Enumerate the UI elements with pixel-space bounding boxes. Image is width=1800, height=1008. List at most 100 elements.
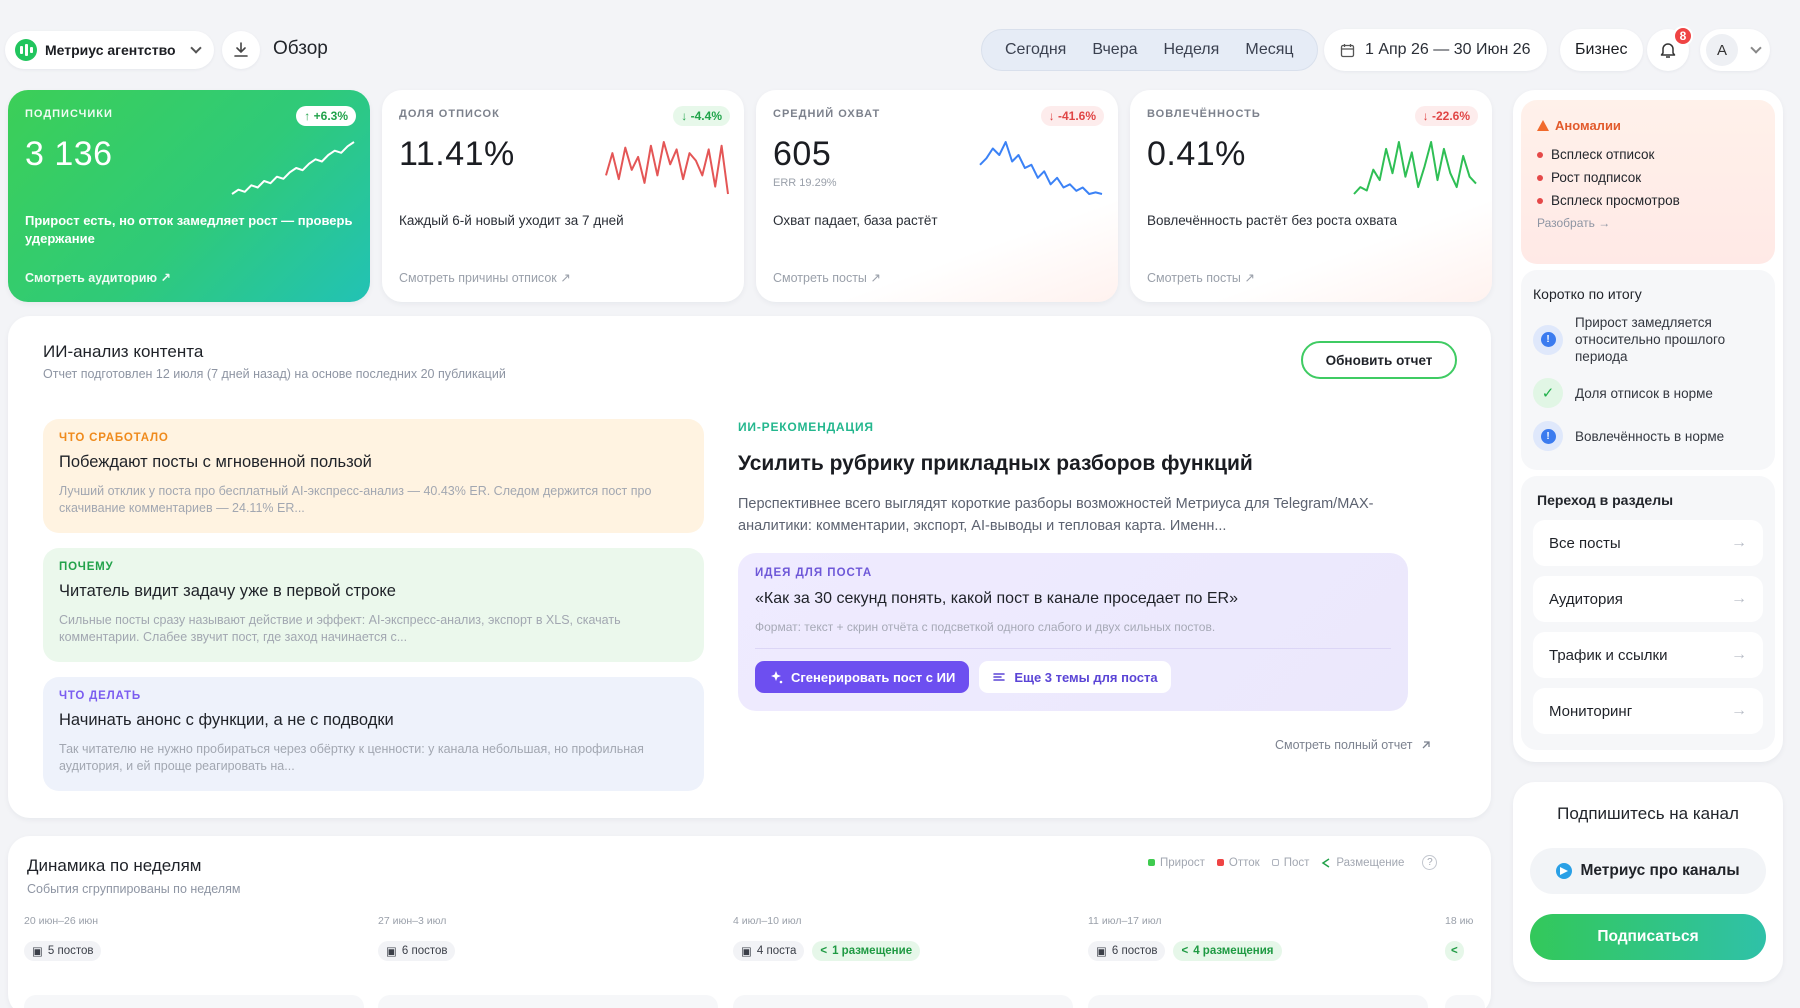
kpi-label: ПОДПИСЧИКИ bbox=[25, 108, 113, 120]
channel-link[interactable]: Метриус про каналы bbox=[1530, 848, 1766, 894]
kpi-link[interactable]: Смотреть причины отписок ↗ bbox=[399, 271, 571, 285]
legend-post: Пост bbox=[1271, 857, 1309, 869]
workspace-switcher[interactable]: Метриус агентство bbox=[5, 31, 214, 69]
kpi-sparkline bbox=[605, 141, 729, 195]
post-idea-format: Формат: текст + скрин отчёта с подсветко… bbox=[755, 620, 1216, 634]
kpi-value: 0.41% bbox=[1147, 135, 1246, 173]
placements-count-chip[interactable]: <4 размещения bbox=[1173, 941, 1282, 961]
week-range: 11 июл–17 июл bbox=[1088, 915, 1162, 927]
insight-tag: ЧТО ДЕЛАТЬ bbox=[59, 690, 141, 702]
ai-analysis-card: ИИ-анализ контента Отчет подготовлен 12 … bbox=[8, 316, 1491, 818]
insight-heading: Начинать анонс с функции, а не с подводк… bbox=[59, 711, 394, 729]
anomalies-title: Аномалии bbox=[1537, 118, 1759, 133]
nav-item-traffic[interactable]: Трафик и ссылки → bbox=[1533, 632, 1763, 678]
kpi-description: Вовлечённость растёт без роста охвата bbox=[1147, 213, 1398, 228]
sparkline-path bbox=[979, 141, 1103, 195]
placements-count-chip[interactable]: <1 размещение bbox=[812, 941, 921, 961]
insight-what-worked[interactable]: ЧТО СРАБОТАЛО Побеждают посты с мгновенн… bbox=[43, 419, 704, 533]
insight-heading: Побеждают посты с мгновенной пользой bbox=[59, 453, 372, 471]
insight-text: Сильные посты сразу называют действие и … bbox=[59, 613, 621, 644]
period-month[interactable]: Месяц bbox=[1245, 41, 1294, 58]
bell-icon bbox=[1660, 43, 1676, 58]
week-range: 20 июн–26 июн bbox=[24, 915, 99, 927]
weekly-dynamics-card: Динамика по неделям События сгруппирован… bbox=[8, 836, 1491, 1008]
kpi-link[interactable]: Смотреть аудиторию ↗ bbox=[25, 271, 172, 285]
download-button[interactable] bbox=[222, 31, 260, 69]
insight-tag: ПОЧЕМУ bbox=[59, 561, 114, 573]
arrow-right-icon: → bbox=[1731, 702, 1747, 719]
kpi-description: Охват падает, база растёт bbox=[773, 213, 938, 228]
period-yesterday[interactable]: Вчера bbox=[1092, 41, 1138, 58]
placements-count-chip[interactable]: < bbox=[1445, 941, 1464, 961]
posts-count-chip[interactable]: ▣ 6 постов bbox=[1088, 941, 1166, 961]
download-icon bbox=[234, 42, 248, 57]
date-range-picker[interactable]: 1 Апр 26 — 30 Июн 26 bbox=[1324, 29, 1547, 71]
posts-count-chip[interactable]: ▣ 5 постов bbox=[24, 941, 102, 961]
insight-what-to-do[interactable]: ЧТО ДЕЛАТЬ Начинать анонс с функции, а н… bbox=[43, 677, 704, 791]
period-week[interactable]: Неделя bbox=[1163, 41, 1220, 58]
full-report-link[interactable]: Смотреть полный отчет bbox=[1275, 738, 1432, 752]
summary-title: Коротко по итогу bbox=[1533, 286, 1642, 302]
kpi-link[interactable]: Смотреть посты ↗ bbox=[773, 271, 881, 285]
info-icon: ! bbox=[1533, 324, 1563, 355]
kpi-sparkline bbox=[979, 141, 1103, 195]
more-topics-button[interactable]: Еще 3 темы для поста bbox=[979, 661, 1171, 693]
check-icon: ✓ bbox=[1533, 378, 1563, 408]
notifications-button[interactable]: 8 bbox=[1647, 26, 1693, 71]
side-panel: Аномалии Всплеск отписок Рост подписок В… bbox=[1513, 90, 1783, 762]
kpi-value: 11.41% bbox=[399, 135, 515, 173]
kpi-label: ВОВЛЕЧЁННОСТЬ bbox=[1147, 108, 1261, 120]
user-menu[interactable]: А bbox=[1700, 29, 1770, 71]
insight-why[interactable]: ПОЧЕМУ Читатель видит задачу уже в перво… bbox=[43, 548, 704, 662]
share-icon bbox=[1322, 857, 1330, 868]
kpi-delta-badge: ↓ -4.4% bbox=[673, 106, 730, 126]
weekly-dynamics-title: Динамика по неделям bbox=[27, 856, 202, 875]
post-icon: ▣ bbox=[32, 946, 43, 958]
post-icon: ▣ bbox=[1096, 946, 1107, 958]
kpi-card-engagement[interactable]: ВОВЛЕЧЁННОСТЬ ↓ -22.6% 0.41% Вовлечённос… bbox=[1130, 90, 1492, 302]
refresh-report-button[interactable]: Обновить отчет bbox=[1301, 341, 1457, 379]
post-idea-card: ИДЕЯ ДЛЯ ПОСТА «Как за 30 секунд понять,… bbox=[738, 553, 1408, 711]
page-title: Обзор bbox=[273, 38, 328, 59]
legend-churn: Отток bbox=[1216, 857, 1260, 869]
sparkle-icon bbox=[771, 671, 783, 684]
generate-post-button[interactable]: Сгенерировать пост с ИИ bbox=[755, 661, 970, 693]
kpi-card-subscribers[interactable]: ПОДПИСЧИКИ ↑ +6.3% 3 136 Прирост есть, н… bbox=[8, 90, 370, 302]
kpi-sparkline bbox=[1353, 141, 1477, 195]
legend-dot-icon bbox=[1216, 859, 1224, 866]
sparkline-path bbox=[605, 141, 729, 195]
anomaly-item: Всплеск просмотров bbox=[1537, 193, 1759, 208]
nav-item-all-posts[interactable]: Все посты → bbox=[1533, 520, 1763, 566]
help-icon[interactable]: ? bbox=[1422, 855, 1438, 870]
legend-post-icon bbox=[1271, 859, 1279, 866]
kpi-label: ДОЛЯ ОТПИСОК bbox=[399, 108, 500, 120]
subscribe-button[interactable]: Подписаться bbox=[1530, 914, 1766, 960]
post-icon: ▣ bbox=[386, 946, 397, 958]
share-icon: < bbox=[820, 945, 828, 957]
kpi-card-unsubscribe-rate[interactable]: ДОЛЯ ОТПИСОК ↓ -4.4% 11.41% Каждый 6-й н… bbox=[382, 90, 744, 302]
anomaly-item: Рост подписок bbox=[1537, 170, 1759, 185]
kpi-link[interactable]: Смотреть посты ↗ bbox=[1147, 271, 1255, 285]
date-range-text: 1 Апр 26 — 30 Июн 26 bbox=[1365, 41, 1531, 58]
kpi-description: Прирост есть, но отток замедляет рост — … bbox=[25, 213, 353, 246]
plan-badge[interactable]: Бизнес bbox=[1560, 29, 1643, 71]
anomalies-analyze-link[interactable]: Разобрать → bbox=[1537, 216, 1611, 230]
calendar-icon bbox=[1340, 43, 1355, 57]
week-range: 27 июн–3 июл bbox=[378, 915, 447, 927]
nav-item-audience[interactable]: Аудитория → bbox=[1533, 576, 1763, 622]
nav-item-monitoring[interactable]: Мониторинг → bbox=[1533, 688, 1763, 734]
avatar: А bbox=[1706, 34, 1738, 66]
kpi-delta-badge: ↓ -22.6% bbox=[1414, 106, 1478, 126]
share-icon: < bbox=[1451, 945, 1458, 957]
weekly-dynamics-meta: События сгруппированы по неделям bbox=[27, 882, 241, 896]
list-icon bbox=[993, 673, 1006, 681]
kpi-card-average-reach[interactable]: СРЕДНИЙ ОХВАТ ↓ -41.6% 605 ERR 19.29% Ох… bbox=[756, 90, 1118, 302]
divider bbox=[755, 648, 1391, 649]
week-bar-plot bbox=[1445, 995, 1485, 1008]
posts-count-chip[interactable]: ▣ 6 постов bbox=[378, 941, 456, 961]
week-range: 4 июл–10 июл bbox=[733, 915, 802, 927]
posts-count-chip[interactable]: ▣ 4 поста bbox=[733, 941, 805, 961]
week-column: 20 июн–26 июн ▣ 5 постов bbox=[24, 915, 364, 1008]
week-bar-plot bbox=[24, 995, 364, 1008]
period-today[interactable]: Сегодня bbox=[1005, 41, 1067, 58]
